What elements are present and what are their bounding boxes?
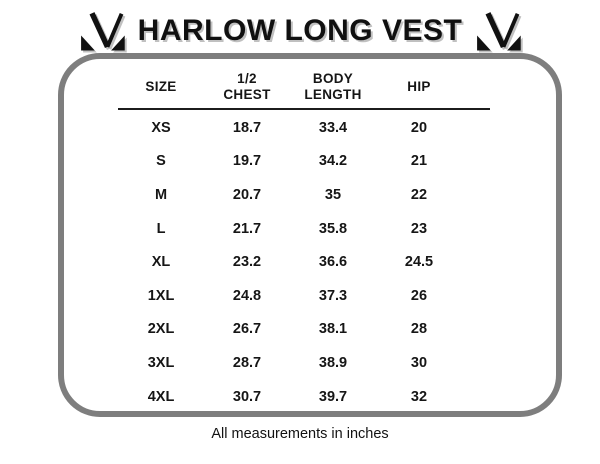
cell-hip: 32 xyxy=(410,388,428,405)
column-header-size-label: SIZE xyxy=(145,78,177,94)
column-header-hip-label: HIP xyxy=(407,78,431,94)
cell-half-chest: 19.7 xyxy=(232,153,262,170)
table-row: XL 23.2 36.6 24.5 xyxy=(118,245,490,279)
cell-half-chest: 20.7 xyxy=(232,186,262,203)
cell-size: 3XL xyxy=(147,354,175,371)
table-header-row: SIZE 1/2 CHEST BODY LENGTH HIP xyxy=(118,69,490,105)
cell-hip: 21 xyxy=(410,153,428,170)
brand-m-logo-right-icon xyxy=(477,11,522,51)
cell-body-length: 38.9 xyxy=(318,354,348,371)
column-header-body-length-label: BODY LENGTH xyxy=(304,70,362,102)
table-body: XS 18.7 33.4 20 S 19.7 34.2 21 M 20.7 35 xyxy=(118,111,490,413)
cell-body-length: 34.2 xyxy=(318,153,348,170)
cell-size: 2XL xyxy=(147,321,175,338)
cell-body-length: 39.7 xyxy=(318,388,348,405)
cell-half-chest: 28.7 xyxy=(232,354,262,371)
cell-hip: 23 xyxy=(410,220,428,237)
size-chart-frame: SIZE 1/2 CHEST BODY LENGTH HIP XS 18.7 3… xyxy=(58,53,562,417)
cell-hip: 24.5 xyxy=(404,254,434,271)
table-row: XS 18.7 33.4 20 xyxy=(118,111,490,145)
table-row: 4XL 30.7 39.7 32 xyxy=(118,380,490,414)
cell-size: 1XL xyxy=(147,287,175,304)
table-row: 2XL 26.7 38.1 28 xyxy=(118,313,490,347)
cell-size: M xyxy=(154,186,168,203)
column-header-half-chest-label: 1/2 CHEST xyxy=(223,70,271,102)
brand-m-logo-left-icon xyxy=(80,11,125,51)
size-chart-table: SIZE 1/2 CHEST BODY LENGTH HIP XS 18.7 3… xyxy=(118,69,490,413)
cell-hip: 20 xyxy=(410,119,428,136)
table-row: L 21.7 35.8 23 xyxy=(118,212,490,246)
cell-body-length: 37.3 xyxy=(318,287,348,304)
cell-hip: 30 xyxy=(410,354,428,371)
table-row: M 20.7 35 22 xyxy=(118,178,490,212)
size-chart-page: HARLOW LONG VEST SIZE 1/2 CHEST BODY LEN… xyxy=(0,0,600,442)
cell-body-length: 35 xyxy=(324,186,342,203)
column-header-hip: HIP xyxy=(376,79,462,95)
cell-hip: 28 xyxy=(410,321,428,338)
cell-half-chest: 23.2 xyxy=(232,254,262,271)
cell-half-chest: 18.7 xyxy=(232,119,262,136)
column-header-size: SIZE xyxy=(118,79,204,95)
title-bar: HARLOW LONG VEST xyxy=(0,0,600,52)
cell-size: L xyxy=(156,220,166,237)
cell-half-chest: 24.8 xyxy=(232,287,262,304)
header-divider xyxy=(118,108,490,110)
cell-hip: 26 xyxy=(410,287,428,304)
cell-body-length: 33.4 xyxy=(318,119,348,136)
cell-size: 4XL xyxy=(147,388,175,405)
cell-half-chest: 21.7 xyxy=(232,220,262,237)
cell-size: XS xyxy=(151,119,171,136)
table-row: 3XL 28.7 38.9 30 xyxy=(118,346,490,380)
cell-body-length: 35.8 xyxy=(318,220,348,237)
cell-half-chest: 30.7 xyxy=(232,388,262,405)
cell-size: XL xyxy=(151,254,171,271)
column-header-body-length: BODY LENGTH xyxy=(290,71,376,103)
cell-body-length: 36.6 xyxy=(318,254,348,271)
cell-half-chest: 26.7 xyxy=(232,321,262,338)
cell-size: S xyxy=(156,153,166,170)
page-title: HARLOW LONG VEST xyxy=(137,13,463,47)
table-row: 1XL 24.8 37.3 26 xyxy=(118,279,490,313)
cell-hip: 22 xyxy=(410,186,428,203)
cell-body-length: 38.1 xyxy=(318,321,348,338)
measurements-footnote: All measurements in inches xyxy=(211,426,389,442)
column-header-half-chest: 1/2 CHEST xyxy=(204,71,290,103)
table-row: S 19.7 34.2 21 xyxy=(118,145,490,179)
